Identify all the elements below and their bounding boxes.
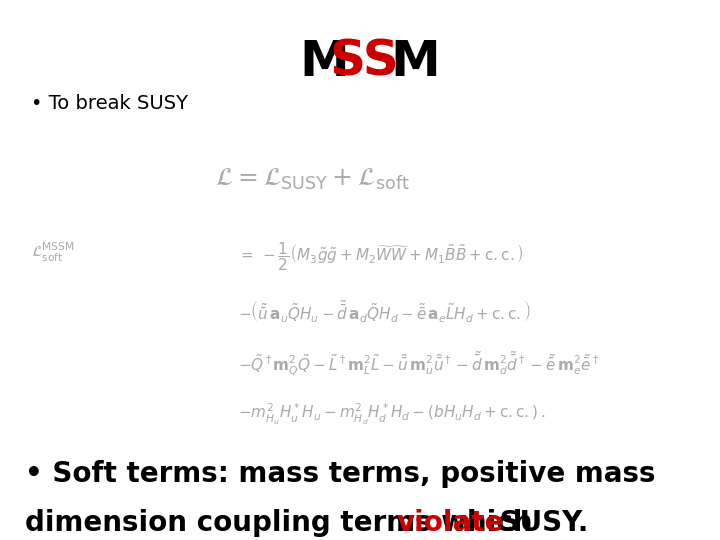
Text: $-\tilde{Q}^\dagger\mathbf{m}_Q^2\tilde{Q} - \tilde{L}^\dagger\mathbf{m}_L^2\til: $-\tilde{Q}^\dagger\mathbf{m}_Q^2\tilde{… <box>238 350 599 378</box>
Text: $-\left(\tilde{\bar{u}}\,\mathbf{a}_u\tilde{Q}H_u - \tilde{\bar{d}}\,\mathbf{a}_: $-\left(\tilde{\bar{u}}\,\mathbf{a}_u\ti… <box>238 298 531 324</box>
Text: • To break SUSY: • To break SUSY <box>31 94 188 113</box>
Text: • Soft terms: mass terms, positive mass: • Soft terms: mass terms, positive mass <box>25 460 655 488</box>
Text: $= \,-\dfrac{1}{2}\left(M_3\tilde{g}\tilde{g} + M_2\widetilde{W}\widetilde{W} + : $= \,-\dfrac{1}{2}\left(M_3\tilde{g}\til… <box>238 240 523 273</box>
Text: $\mathcal{L} = \mathcal{L}_{\mathrm{SUSY}} + \mathcal{L}_{\mathrm{soft}}$: $\mathcal{L} = \mathcal{L}_{\mathrm{SUSY… <box>215 167 410 192</box>
Text: dimension coupling terms which: dimension coupling terms which <box>25 509 542 537</box>
Text: M: M <box>390 38 440 86</box>
Text: M: M <box>300 38 349 86</box>
Text: $- m_{H_u}^2 H_u^* H_u - m_{H_d}^2 H_d^* H_d - (bH_uH_d + \mathrm{c.c.})\,.$: $- m_{H_u}^2 H_u^* H_u - m_{H_d}^2 H_d^*… <box>238 402 545 427</box>
Text: SS: SS <box>330 38 400 86</box>
Text: SUSY.: SUSY. <box>490 509 588 537</box>
Text: violate: violate <box>397 509 505 537</box>
Text: $\mathcal{L}_{\mathrm{soft}}^{\mathrm{MSSM}}$: $\mathcal{L}_{\mathrm{soft}}^{\mathrm{MS… <box>31 240 75 264</box>
